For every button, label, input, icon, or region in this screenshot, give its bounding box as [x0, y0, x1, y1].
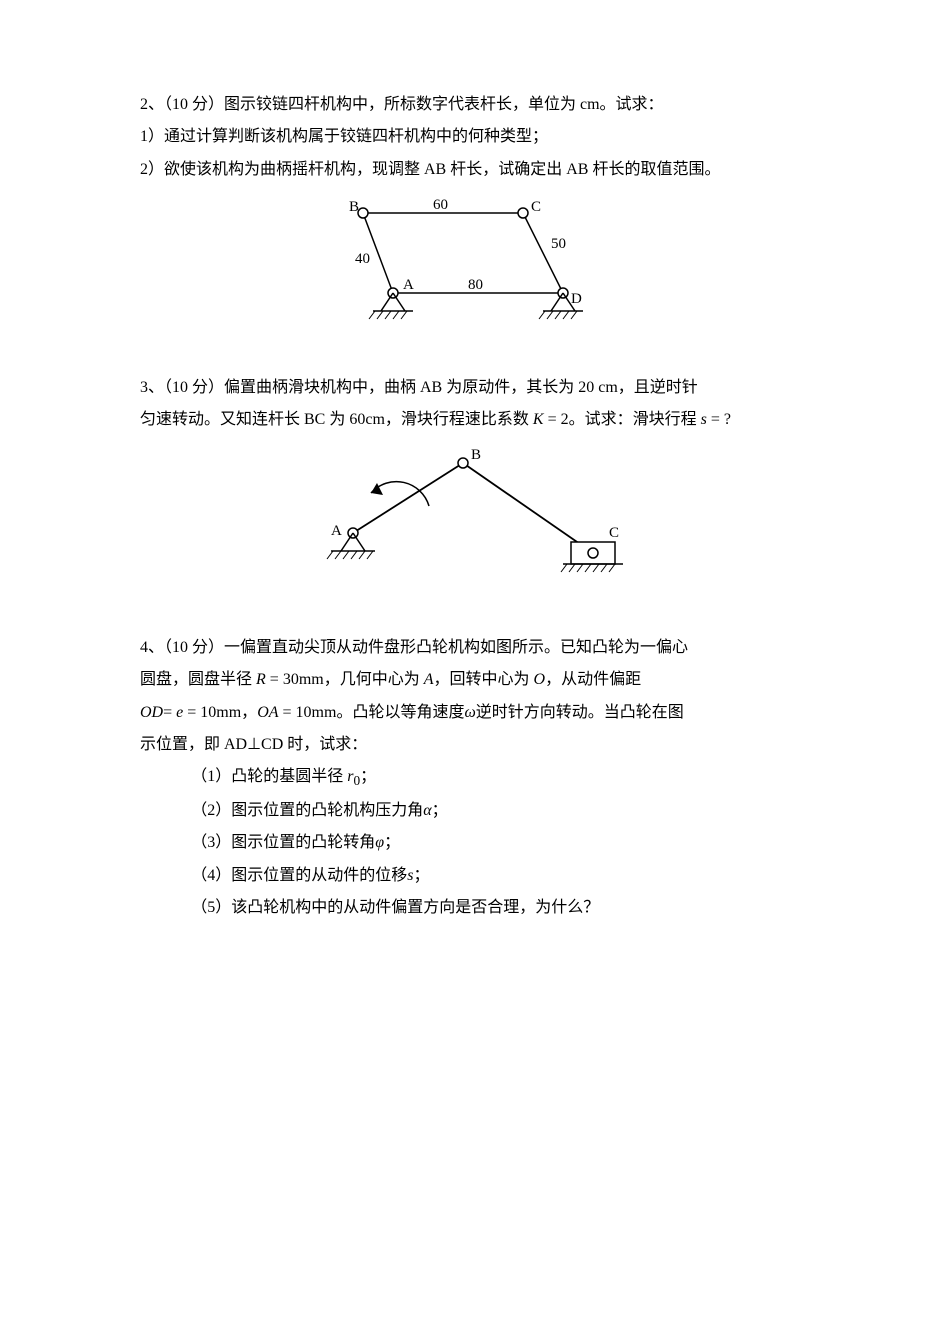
- q2-diagram: B C A D 60 50 40 80: [303, 193, 643, 343]
- label-d: D: [571, 291, 582, 307]
- q4-sub1-pre: （1）凸轮的基圆半径: [191, 768, 347, 785]
- q4-l2-m1: ，几何中心为: [324, 671, 424, 688]
- link-ab-q3: [353, 463, 463, 533]
- q4-line1: 4、（10 分）一偏置直动尖顶从动件盘形凸轮机构如图所示。已知凸轮为一偏心: [140, 633, 805, 663]
- len-ab: 40: [355, 251, 370, 267]
- q3-mid2: 。试求：滑块行程: [569, 411, 697, 428]
- q4-sub1: （1）凸轮的基圆半径 r0；: [140, 762, 805, 794]
- q4-omega: ω: [464, 704, 475, 721]
- q4-alpha: α: [423, 802, 431, 819]
- q4-sub4-pre: （4）图示位置的从动件的位移: [191, 867, 407, 884]
- label-a: A: [403, 277, 414, 293]
- q4-sub4-end: ；: [413, 867, 429, 884]
- q4-line2: 圆盘，圆盘半径 R = 30mm，几何中心为 A，回转中心为 O，从动件偏距: [140, 665, 805, 695]
- q4-Rv: = 30mm: [270, 671, 324, 688]
- q4-O: O: [534, 671, 546, 688]
- label-c: C: [531, 199, 541, 215]
- len-cd: 50: [551, 236, 566, 252]
- q4-eq2: = 10mm: [183, 704, 241, 721]
- label-a-q3: A: [331, 523, 342, 539]
- label-b: B: [349, 199, 359, 215]
- q4-line4: 示位置，即 AD⊥CD 时，试求：: [140, 730, 805, 760]
- q4-OD: OD: [140, 704, 163, 721]
- link-bc-q3: [463, 463, 593, 553]
- link-cd: [523, 213, 563, 293]
- q2-sub1: 1）通过计算判断该机构属于铰链四杆机构中的何种类型；: [140, 122, 805, 152]
- q4-A: A: [424, 671, 434, 688]
- q3-stem2: 匀速转动。又知连杆长 BC 为 60cm，滑块行程速比系数 K = 2。试求：滑…: [140, 405, 805, 435]
- label-c-q3: C: [609, 525, 619, 541]
- q2-sub2: 2）欲使该机构为曲柄摇杆机构，现调整 AB 杆长，试确定出 AB 杆长的取值范围…: [140, 155, 805, 185]
- q4-sub2-pre: （2）图示位置的凸轮机构压力角: [191, 802, 423, 819]
- q4-sub2-end: ；: [432, 802, 448, 819]
- joint-c: [518, 208, 528, 218]
- label-b-q3: B: [471, 447, 481, 463]
- len-bc: 60: [433, 197, 448, 213]
- q4-line3: OD= e = 10mm，OA = 10mm。凸轮以等角速度ω逆时针方向转动。当…: [140, 698, 805, 728]
- q4-l2-pre: 圆盘，圆盘半径: [140, 671, 252, 688]
- joint-b: [358, 208, 368, 218]
- q4-eq3: = 10mm: [279, 704, 337, 721]
- q2-stem: 2、（10 分）图示铰链四杆机构中，所标数字代表杆长，单位为 cm。试求：: [140, 90, 805, 120]
- q3-stem1: 3、（10 分）偏置曲柄滑块机构中，曲柄 AB 为原动件，其长为 20 cm，且…: [140, 373, 805, 403]
- q4-l2-m3: ，从动件偏距: [545, 671, 641, 688]
- q4-sub3-pre: （3）图示位置的凸轮转角: [191, 834, 375, 851]
- q3-figure: A B C: [140, 443, 805, 614]
- q3-eq1: = 2: [548, 411, 569, 428]
- q4-l3-m3: 逆时针方向转动。当凸轮在图: [476, 704, 684, 721]
- q4-l3-m: ，: [241, 704, 257, 721]
- q4-phi: φ: [375, 834, 384, 851]
- q4-sub3-end: ；: [384, 834, 400, 851]
- q4-sub5: （5）该凸轮机构中的从动件偏置方向是否合理，为什么？: [140, 893, 805, 923]
- q3-end: = ?: [711, 411, 731, 428]
- joint-b-q3: [458, 458, 468, 468]
- q4-R: R: [252, 671, 270, 688]
- q4-sub1-end: ；: [360, 768, 376, 785]
- q3-K: K: [529, 411, 548, 428]
- q3-s: s: [697, 411, 711, 428]
- q4-eq1: =: [163, 704, 176, 721]
- q4-sub4: （4）图示位置的从动件的位移s；: [140, 861, 805, 891]
- q4-sub3: （3）图示位置的凸轮转角φ；: [140, 828, 805, 858]
- q4-l3-m2: 。凸轮以等角速度: [336, 704, 464, 721]
- q4-sub2: （2）图示位置的凸轮机构压力角α；: [140, 796, 805, 826]
- q2-figure: B C A D 60 50 40 80: [140, 193, 805, 354]
- q4-l2-m2: ，回转中心为: [434, 671, 534, 688]
- q4-OA: OA: [257, 704, 278, 721]
- slider-c: [561, 542, 623, 572]
- len-ad: 80: [468, 277, 483, 293]
- q3-stem2-pre: 匀速转动。又知连杆长 BC 为 60cm，滑块行程速比系数: [140, 411, 529, 428]
- q3-diagram: A B C: [293, 443, 653, 603]
